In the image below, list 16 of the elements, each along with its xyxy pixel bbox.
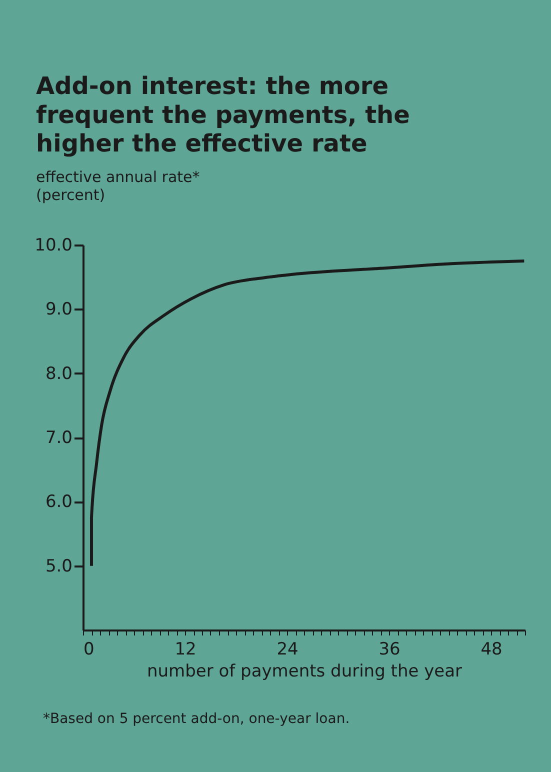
y-tick-label: 9.0	[45, 300, 72, 320]
x-tick-label: 24	[276, 640, 298, 660]
y-tick-label: 8.0	[45, 364, 72, 384]
x-tick-label: 12	[174, 640, 196, 660]
text: *Based on 5 percent add-on, one-year loan.	[43, 711, 350, 727]
y-tick-label: 7.0	[45, 428, 72, 448]
x-tick-label: 48	[480, 640, 502, 660]
x-axis-title: number of payments during the year	[146, 662, 462, 682]
line-series	[90, 260, 526, 568]
y-tick-label: 5.0	[45, 556, 72, 576]
y-tick-label: 6.0	[45, 492, 72, 512]
y-axis-title: effective annual rate* (percent)	[36, 168, 200, 204]
y-tick-label: 10.0	[34, 236, 72, 256]
chart-title: Add-on interest: the more frequent the payments, the higher the effective rate	[36, 72, 410, 158]
x-tick-label: 36	[378, 640, 400, 660]
x-tick-label: 0	[84, 640, 94, 660]
